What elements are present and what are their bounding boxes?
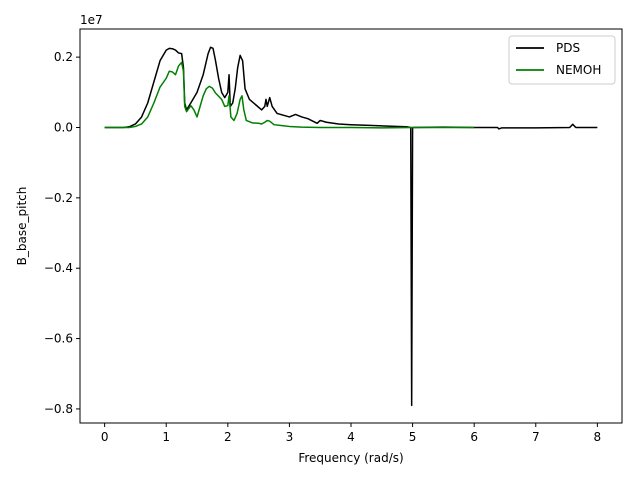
y-tick-label: 0.0 bbox=[54, 121, 73, 135]
x-tick-label: 1 bbox=[162, 430, 170, 444]
y-axis-label: B_base_pitch bbox=[15, 187, 29, 266]
x-tick-label: 8 bbox=[594, 430, 602, 444]
y-tick-label: 0.2 bbox=[54, 50, 73, 64]
series-line-pds bbox=[104, 46, 598, 407]
legend-label-nemoh: NEMOH bbox=[556, 63, 601, 77]
y-offset-label: 1e7 bbox=[80, 13, 103, 27]
x-tick-label: 5 bbox=[409, 430, 417, 444]
y-tick-label: −0.6 bbox=[44, 332, 73, 346]
x-axis: 0 1 2 3 4 5 6 7 8 bbox=[101, 423, 601, 444]
x-tick-label: 2 bbox=[224, 430, 232, 444]
y-axis: −0.8 −0.6 −0.4 −0.2 0.0 0.2 bbox=[44, 50, 80, 416]
x-tick-label: 0 bbox=[101, 430, 109, 444]
x-axis-label: Frequency (rad/s) bbox=[298, 451, 403, 465]
x-tick-label: 3 bbox=[286, 430, 294, 444]
series-line-nemoh bbox=[104, 61, 475, 129]
series-layer bbox=[104, 46, 598, 407]
x-tick-label: 4 bbox=[347, 430, 355, 444]
x-tick-label: 6 bbox=[470, 430, 478, 444]
plot-area bbox=[80, 29, 622, 423]
y-tick-label: −0.4 bbox=[44, 261, 73, 275]
y-tick-label: −0.2 bbox=[44, 191, 73, 205]
x-tick-label: 7 bbox=[532, 430, 540, 444]
legend: PDS NEMOH bbox=[508, 35, 616, 85]
legend-label-pds: PDS bbox=[556, 41, 580, 55]
y-tick-label: −0.8 bbox=[44, 402, 73, 416]
